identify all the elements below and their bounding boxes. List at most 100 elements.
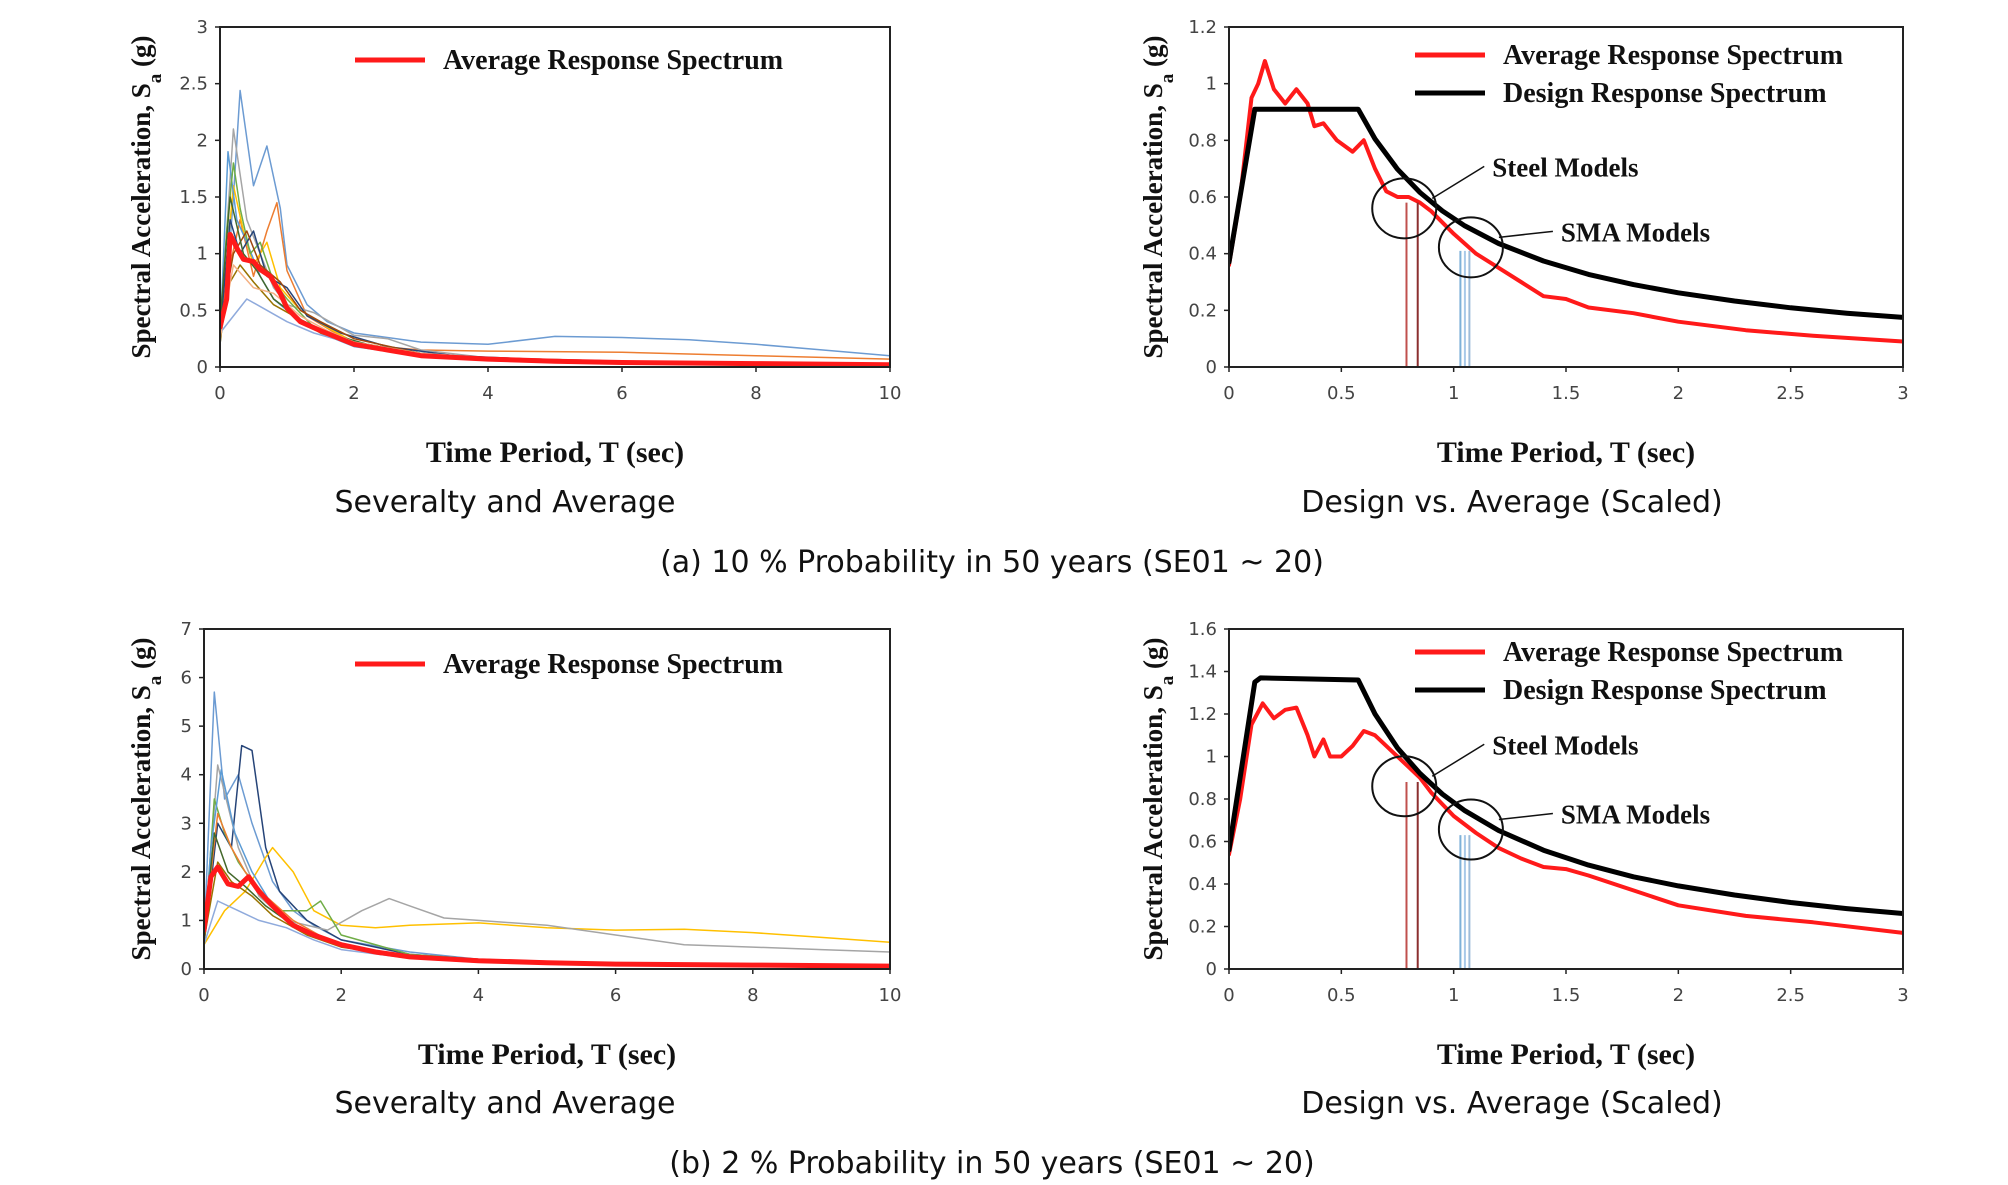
y-tick-label: 0 (181, 959, 192, 980)
annotation-circle (1437, 216, 1504, 279)
y-axis-title: Spectral Acceleration, Sa (g) (126, 638, 166, 961)
y-tick-label: 0.8 (1188, 130, 1217, 151)
y-tick-label: 0.6 (1188, 832, 1217, 853)
legend-label: Average Response Spectrum (443, 649, 783, 680)
y-tick-label: 3 (197, 17, 208, 38)
chart-subtitle: Severalty and Average (335, 1086, 676, 1121)
caption-b: (b) 2 % Probability in 50 years (SE01 ~ … (669, 1146, 1314, 1181)
annotation-label: Steel Models (1492, 152, 1638, 182)
y-axis-title-subscript: a (145, 675, 166, 685)
y-axis-title: Spectral Acceleration, Sa (g) (1138, 638, 1178, 961)
legend-label: Design Response Spectrum (1503, 78, 1827, 109)
y-tick-label: 0.2 (1188, 917, 1217, 938)
series-average-response-spectrum (220, 231, 890, 367)
x-tick-label: 2.5 (1776, 985, 1805, 1006)
annotation-circle (1371, 755, 1438, 818)
chart-subtitle: Severalty and Average (335, 485, 676, 520)
x-tick-label: 1 (1448, 383, 1459, 404)
x-axis-title: Time Period, T (sec) (1437, 436, 1695, 469)
x-axis-title: Time Period, T (sec) (1437, 1038, 1695, 1071)
y-axis-title-subscript: a (145, 73, 166, 83)
y-tick-label: 1.2 (1188, 704, 1217, 725)
series-average-response-spectrum (1229, 701, 1903, 935)
legend-label: Average Response Spectrum (1503, 40, 1843, 71)
y-axis-title-unit: (g) (1138, 638, 1168, 676)
y-tick-label: 1.6 (1188, 619, 1217, 640)
chart-subtitle: Design vs. Average (Scaled) (1301, 485, 1722, 520)
y-axis-title-main: Spectral Acceleration, S (1138, 83, 1168, 358)
series-line-5 (204, 798, 890, 968)
y-tick-label: 2 (197, 130, 208, 151)
series-line-1 (220, 89, 890, 357)
x-tick-label: 3 (1897, 985, 1908, 1006)
y-tick-label: 0.4 (1188, 874, 1217, 895)
annotation-leader (1431, 743, 1485, 777)
series-average-response-spectrum (204, 864, 890, 969)
x-tick-label: 2 (348, 383, 359, 404)
y-tick-label: 0 (1206, 959, 1217, 980)
series-line-8 (220, 230, 890, 365)
x-tick-label: 0 (1223, 985, 1234, 1006)
series-line-3 (204, 846, 890, 946)
series-line-10 (220, 196, 890, 365)
y-tick-label: 0 (1206, 357, 1217, 378)
chart-subtitle: Design vs. Average (Scaled) (1301, 1086, 1722, 1121)
y-tick-label: 0.8 (1188, 789, 1217, 810)
y-tick-label: 1 (197, 244, 208, 265)
series-line-12 (220, 264, 890, 365)
series-line-8 (204, 861, 890, 968)
x-axis-title: Time Period, T (sec) (426, 436, 684, 469)
y-tick-label: 1 (1206, 74, 1217, 95)
y-axis-title: Spectral Acceleration, Sa (g) (126, 36, 166, 359)
series-group (1229, 675, 1903, 935)
series-design-response-spectrum (1229, 106, 1903, 320)
annotation-circle (1437, 798, 1504, 861)
annotation-leader (1498, 230, 1553, 239)
y-tick-label: 2 (181, 862, 192, 883)
chart-b_left: 0 2 4 6 8 10 0 1 2 3 4 5 6 7 Time Period, T (sec) Spect… (126, 619, 901, 1121)
x-tick-label: 0 (214, 383, 225, 404)
y-tick-label: 1 (1206, 747, 1217, 768)
series-line-4 (204, 764, 890, 953)
y-axis-title-unit: (g) (126, 638, 156, 676)
annotation-leader (1431, 165, 1485, 199)
chart-b_right: Steel Models SMA Models 0 0.5 1 1.5 2 2.5 3 0 0.2 0… (1138, 619, 1909, 1121)
x-tick-label: 0.5 (1327, 383, 1356, 404)
annotation-label: Steel Models (1492, 730, 1638, 760)
x-tick-label: 6 (610, 985, 621, 1006)
x-tick-label: 1.5 (1552, 985, 1581, 1006)
y-tick-label: 0.2 (1188, 300, 1217, 321)
y-axis-title-main: Spectral Acceleration, S (126, 83, 156, 358)
y-tick-label: 3 (181, 813, 192, 834)
x-tick-label: 2 (1673, 985, 1684, 1006)
x-tick-label: 3 (1897, 383, 1908, 404)
series-design-response-spectrum (1229, 675, 1903, 916)
series-group (1229, 59, 1903, 344)
y-tick-label: 1 (181, 910, 192, 931)
legend-label: Design Response Spectrum (1503, 675, 1827, 706)
x-tick-label: 10 (879, 985, 902, 1006)
y-tick-label: 6 (181, 668, 192, 689)
series-average-response-spectrum (1229, 59, 1903, 344)
x-tick-label: 10 (879, 383, 902, 404)
y-tick-label: 1.2 (1188, 17, 1217, 38)
caption-a: (a) 10 % Probability in 50 years (SE01 ~… (660, 545, 1324, 580)
y-tick-label: 5 (181, 716, 192, 737)
x-axis-title: Time Period, T (sec) (418, 1038, 676, 1071)
legend-label: Average Response Spectrum (443, 45, 783, 76)
plot-frame (203, 628, 891, 970)
y-axis-title-unit: (g) (126, 36, 156, 74)
x-tick-label: 1 (1448, 985, 1459, 1006)
x-tick-label: 0.5 (1327, 985, 1356, 1006)
x-tick-label: 2 (335, 985, 346, 1006)
y-axis-title-subscript: a (1157, 73, 1178, 83)
y-tick-label: 0.5 (179, 300, 208, 321)
chart-a_right: Steel Models SMA Models 0 0.5 1 1.5 2 2.5 3 0 0.2 0… (1138, 17, 1909, 520)
series-line-7 (220, 218, 890, 366)
y-tick-label: 0 (197, 357, 208, 378)
series-line-10 (204, 832, 890, 968)
series-group (204, 691, 890, 969)
x-tick-label: 4 (473, 985, 484, 1006)
